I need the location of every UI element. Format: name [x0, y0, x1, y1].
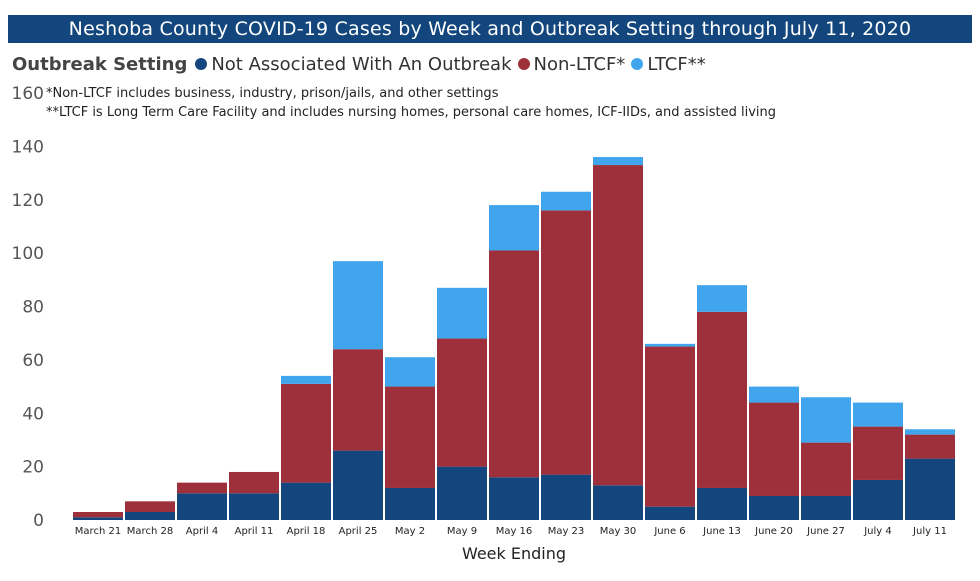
bar-segment-not-associated: [385, 487, 435, 520]
bar-segment-non-ltcf: [749, 402, 799, 496]
bar-segment-non-ltcf: [177, 482, 227, 494]
bar-segment-not-associated: [697, 487, 747, 520]
bar-segment-not-associated: [905, 458, 955, 520]
x-tick-label: March 28: [127, 526, 173, 537]
bar-segment-non-ltcf: [125, 501, 175, 512]
y-tick-label: 40: [22, 404, 44, 424]
bar-segment-ltcf: [541, 191, 591, 211]
legend: Outbreak Setting Not Associated With An …: [12, 52, 712, 76]
bar-segment-non-ltcf: [801, 442, 851, 496]
x-tick-label: June 20: [754, 526, 793, 537]
bar-segment-not-associated: [437, 466, 487, 520]
bar-segment-not-associated: [73, 517, 123, 520]
bar-segment-ltcf: [281, 375, 331, 384]
y-tick-label: 160: [12, 84, 44, 104]
bar-segment-not-associated: [125, 511, 175, 520]
bar-segment-non-ltcf: [541, 210, 591, 475]
x-axis-title: Week Ending: [462, 544, 566, 563]
bar-segment-ltcf: [749, 386, 799, 403]
x-tick-label: June 13: [702, 526, 741, 537]
bar-segment-not-associated: [593, 485, 643, 520]
bar-segment-non-ltcf: [281, 383, 331, 483]
bar-segment-ltcf: [853, 402, 903, 427]
x-tick-label: May 30: [600, 526, 637, 537]
legend-label-non-ltcf: Non-LTCF*: [533, 53, 626, 75]
footnote-ltcf: **LTCF is Long Term Care Facility and in…: [46, 105, 777, 120]
bar-segment-ltcf: [645, 343, 695, 347]
bar-segment-not-associated: [489, 477, 539, 520]
legend-item-ltcf[interactable]: LTCF**: [631, 53, 706, 75]
bar-segment-ltcf: [437, 287, 487, 339]
bar-segment-not-associated: [749, 495, 799, 520]
bar-segment-ltcf: [905, 429, 955, 435]
bar-segment-ltcf: [593, 157, 643, 166]
bar-segment-non-ltcf: [593, 165, 643, 486]
bar-segment-non-ltcf: [697, 311, 747, 488]
legend-dot-not-associated: [195, 58, 208, 70]
bar-segment-not-associated: [333, 450, 383, 520]
bar-segment-non-ltcf: [385, 386, 435, 488]
y-tick-label: 20: [22, 458, 44, 478]
bar-segment-not-associated: [229, 493, 279, 520]
x-tick-label: April 25: [339, 526, 378, 537]
x-tick-label: April 11: [235, 526, 274, 537]
y-tick-label: 80: [22, 298, 44, 318]
y-tick-label: 0: [33, 511, 44, 531]
bar-segment-non-ltcf: [853, 426, 903, 480]
bar-segment-non-ltcf: [333, 349, 383, 451]
legend-label-not-associated: Not Associated With An Outbreak: [211, 53, 512, 75]
y-tick-label: 100: [12, 244, 44, 264]
bar-segment-non-ltcf: [905, 434, 955, 459]
y-tick-label: 140: [12, 137, 44, 157]
bar-segment-ltcf: [697, 285, 747, 312]
bar-segment-ltcf: [801, 397, 851, 443]
legend-dot-non-ltcf: [517, 58, 530, 70]
x-tick-label: March 21: [75, 526, 121, 537]
bar-segment-not-associated: [281, 482, 331, 520]
legend-dot-ltcf: [631, 58, 644, 70]
chart-title: Neshoba County COVID-19 Cases by Week an…: [8, 15, 972, 43]
x-tick-label: June 27: [806, 526, 845, 537]
bar-segment-not-associated: [177, 493, 227, 520]
x-tick-label: April 4: [186, 526, 218, 537]
bar-segment-non-ltcf: [229, 471, 279, 494]
legend-item-non-ltcf[interactable]: Non-LTCF*: [517, 53, 626, 75]
x-tick-label: May 23: [548, 526, 585, 537]
footnote-non-ltcf: *Non-LTCF includes business, industry, p…: [46, 86, 499, 101]
x-tick-label: July 11: [912, 526, 947, 537]
bar-segment-not-associated: [541, 474, 591, 520]
bar-segment-ltcf: [385, 357, 435, 387]
y-tick-label: 60: [22, 351, 44, 371]
x-tick-label: May 16: [496, 526, 533, 537]
x-tick-label: May 9: [447, 526, 477, 537]
y-tick-label: 120: [12, 191, 44, 211]
bar-segment-ltcf: [333, 261, 383, 350]
bar-segment-non-ltcf: [645, 346, 695, 507]
bar-segment-non-ltcf: [489, 250, 539, 478]
bar-segment-ltcf: [489, 205, 539, 251]
legend-label-ltcf: LTCF**: [647, 53, 706, 75]
bar-segment-non-ltcf: [73, 511, 123, 518]
legend-title: Outbreak Setting: [12, 53, 188, 75]
bar-segment-non-ltcf: [437, 338, 487, 467]
x-tick-label: July 4: [863, 526, 892, 537]
bar-segment-not-associated: [801, 495, 851, 520]
x-tick-label: May 2: [395, 526, 425, 537]
x-tick-label: June 6: [653, 526, 685, 537]
legend-item-not-associated[interactable]: Not Associated With An Outbreak: [195, 53, 512, 75]
x-tick-label: April 18: [287, 526, 326, 537]
bar-segment-not-associated: [645, 506, 695, 520]
bar-segment-not-associated: [853, 479, 903, 520]
